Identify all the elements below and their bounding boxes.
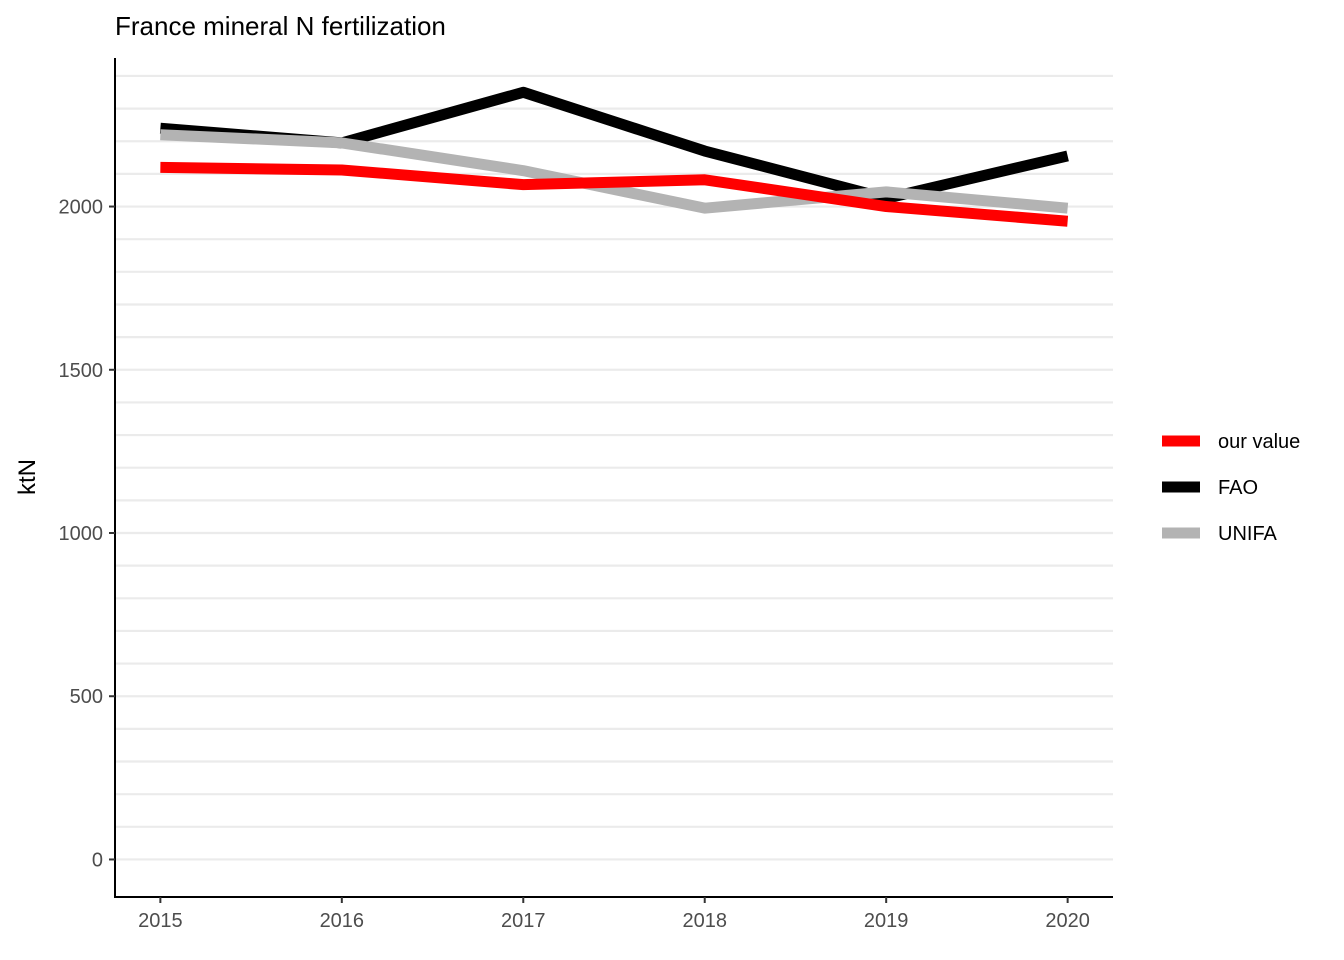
legend: our value FAO UNIFA	[1162, 431, 1300, 545]
x-tick-label: 2017	[501, 910, 546, 932]
y-tick-label: 1500	[59, 360, 104, 382]
legend-label: FAO	[1218, 477, 1258, 499]
series-lines	[159, 86, 1069, 227]
x-axis-ticks: 2015 2016 2017 2018 2019 2020	[138, 897, 1090, 932]
y-axis-ticks: 0 500 1000 1500 2000	[59, 197, 115, 871]
series-line-our-value	[160, 161, 1069, 227]
y-tick-label: 1000	[59, 523, 104, 545]
chart-title: France mineral N fertilization	[115, 11, 446, 41]
gridlines	[115, 74, 1113, 861]
y-tick-label: 500	[70, 686, 103, 708]
y-tick-label: 0	[92, 849, 103, 871]
x-tick-label: 2019	[864, 910, 909, 932]
series-line-unifa	[160, 129, 1069, 214]
legend-label: UNIFA	[1218, 523, 1278, 545]
y-tick-label: 2000	[59, 197, 104, 219]
legend-label: our value	[1218, 431, 1300, 453]
y-axis-title: ktN	[14, 459, 41, 495]
x-tick-label: 2016	[320, 910, 365, 932]
x-tick-label: 2018	[682, 910, 727, 932]
x-tick-label: 2015	[138, 910, 183, 932]
x-tick-label: 2020	[1045, 910, 1090, 932]
